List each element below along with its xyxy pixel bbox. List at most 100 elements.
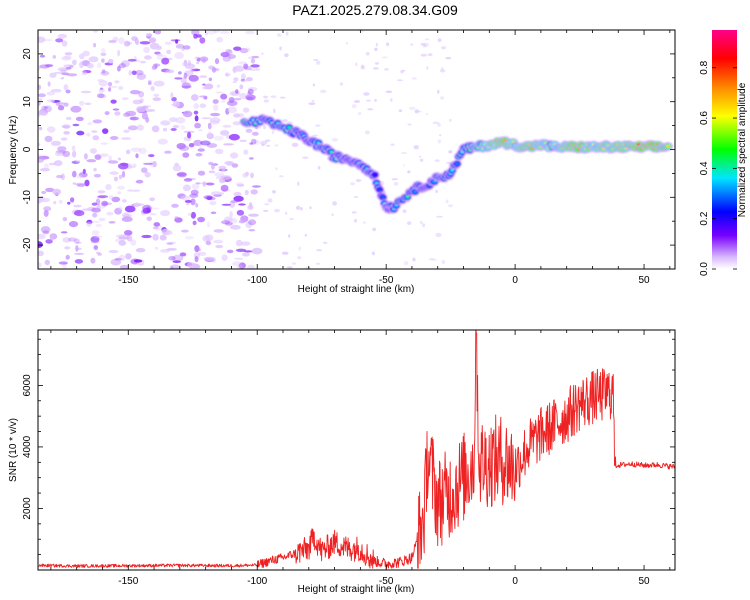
noise-blob: [176, 143, 186, 150]
noise-blob: [135, 38, 140, 46]
noise-blob: [437, 123, 441, 127]
noise-blob: [108, 195, 114, 200]
noise-blob: [43, 206, 52, 212]
noise-blob: [93, 246, 99, 249]
noise-blob: [53, 160, 63, 167]
noise-blob: [386, 42, 390, 47]
noise-blob: [247, 88, 254, 95]
noise-blob: [108, 155, 112, 162]
noise-blob: [72, 150, 77, 158]
noise-blob: [82, 168, 86, 174]
noise-blob: [195, 203, 199, 208]
noise-blob: [43, 163, 49, 170]
noise-blob: [230, 200, 239, 203]
noise-blob: [214, 58, 220, 65]
noise-blob: [114, 238, 123, 243]
noise-blob: [197, 170, 206, 176]
noise-blob: [431, 259, 438, 261]
noise-blob: [41, 191, 47, 194]
noise-blob: [323, 241, 328, 244]
noise-blob: [38, 93, 46, 98]
snr-x-ticks: -150 -100 -50 0 50: [50, 330, 671, 587]
noise-blob: [159, 234, 167, 241]
noise-blob: [286, 121, 294, 123]
noise-blob: [199, 75, 208, 78]
noise-blob: [130, 147, 142, 152]
noise-blob: [181, 82, 191, 89]
noise-blob: [174, 52, 184, 59]
noise-blob: [141, 112, 148, 120]
noise-blob: [181, 62, 186, 67]
colorbar-tick-label: 0.4: [699, 161, 710, 175]
noise-blob: [247, 264, 255, 269]
noise-blob: [226, 249, 234, 254]
noise-blob: [372, 67, 379, 70]
noise-blob: [195, 182, 201, 185]
noise-blob: [114, 207, 122, 215]
noise-blob: [90, 148, 97, 154]
noise-blob: [160, 120, 171, 126]
noise-blob: [124, 230, 133, 236]
noise-blob: [420, 53, 428, 57]
noise-blob: [100, 52, 107, 57]
noise-blob: [361, 30, 364, 33]
noise-blob: [91, 130, 98, 133]
noise-blob: [64, 246, 71, 250]
noise-blob: [164, 150, 172, 154]
noise-blob: [407, 221, 412, 226]
noise-blob: [238, 219, 246, 224]
noise-blob: [135, 117, 140, 120]
noise-blob: [239, 93, 248, 100]
noise-blob: [250, 138, 257, 145]
noise-blob: [362, 221, 367, 224]
noise-blob: [76, 174, 83, 179]
noise-blob: [271, 130, 275, 135]
y-tick-label: -10: [22, 190, 33, 205]
noise-blob: [148, 81, 152, 86]
noise-blob: [146, 216, 152, 222]
noise-blob: [297, 256, 302, 259]
noise-blob: [57, 33, 67, 39]
noise-blob: [448, 150, 453, 154]
noise-blob: [248, 68, 258, 71]
noise-blob: [407, 123, 412, 126]
noise-blob: [219, 192, 225, 195]
noise-blob: [220, 130, 230, 136]
noise-blob: [354, 218, 358, 223]
noise-blob: [170, 128, 177, 131]
noise-blob: [38, 101, 41, 106]
noise-blob: [141, 234, 152, 239]
noise-blob: [118, 37, 125, 44]
noise-blob: [274, 144, 279, 147]
noise-blob: [60, 173, 65, 181]
colorbar-tick-label: 0.6: [699, 111, 710, 125]
noise-blob: [419, 220, 423, 225]
noise-blob: [209, 120, 220, 125]
noise-blob: [149, 197, 155, 202]
noise-blob: [113, 176, 118, 182]
noise-blob: [144, 171, 151, 178]
noise-blob: [448, 118, 452, 123]
ridge-core: [380, 195, 386, 199]
ridge-core: [286, 125, 292, 129]
noise-blob: [249, 142, 253, 145]
noise-blob: [166, 242, 174, 245]
snr-frame: [37, 329, 676, 571]
noise-blob: [121, 212, 130, 217]
noise-blob: [75, 245, 79, 252]
noise-blob: [62, 216, 68, 222]
noise-blob: [202, 181, 206, 187]
noise-blob: [221, 220, 231, 225]
noise-blob: [427, 53, 433, 56]
noise-blob: [234, 257, 244, 260]
noise-blob: [233, 46, 242, 51]
noise-blob: [213, 229, 224, 233]
noise-blob: [360, 65, 366, 70]
noise-blob: [188, 74, 199, 82]
noise-blob: [230, 152, 239, 159]
noise-blob: [233, 77, 239, 82]
noise-blob: [72, 123, 80, 127]
noise-blob: [208, 77, 213, 82]
noise-blob: [117, 157, 121, 161]
noise-blob: [128, 70, 132, 76]
